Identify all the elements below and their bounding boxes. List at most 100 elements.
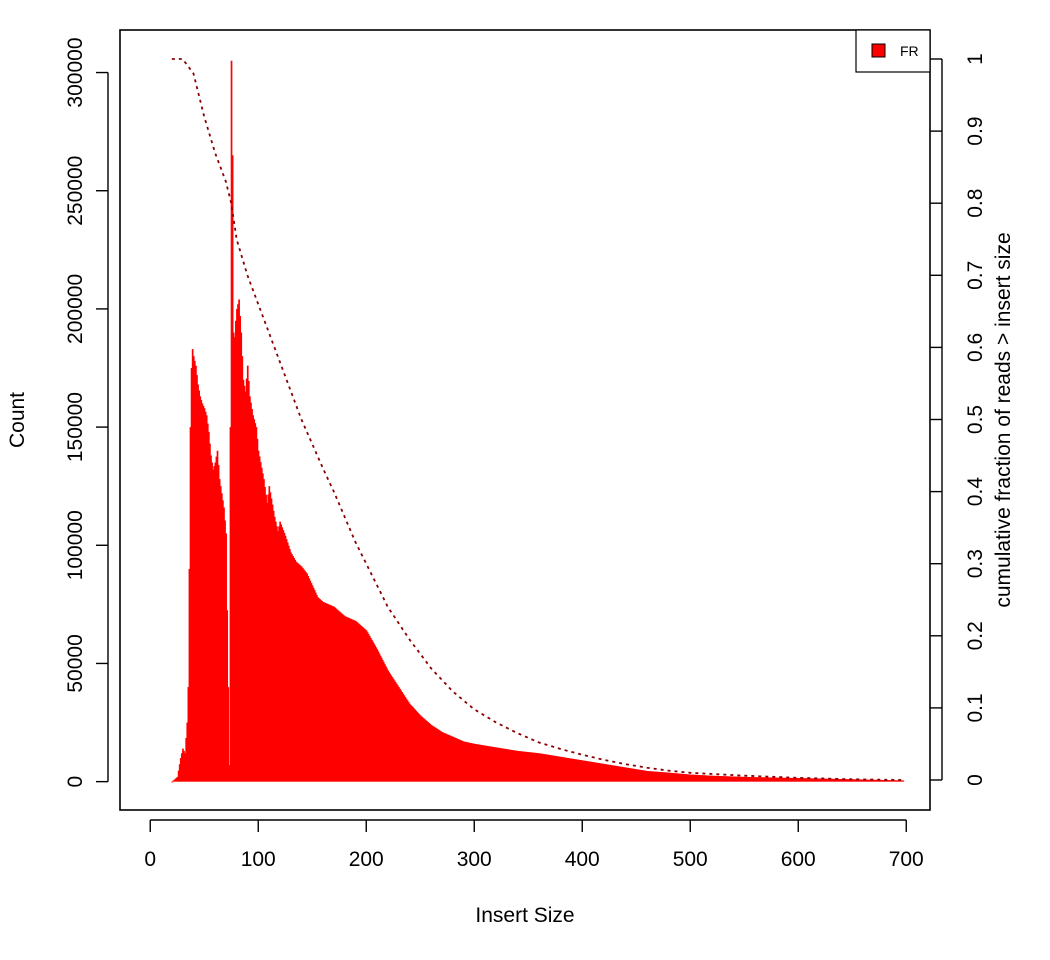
histogram-bar [243,385,246,782]
histogram-bar [652,771,655,782]
histogram-bar [713,775,716,782]
histogram-bar [745,776,748,782]
histogram-bar [327,604,330,782]
histogram-bar [347,617,350,782]
histogram-bar [719,776,722,782]
histogram-bar [727,776,730,782]
histogram-bar [438,729,440,782]
histogram-bar [266,502,269,782]
x-tick-label: 0 [144,848,156,871]
histogram-bar [866,779,869,782]
histogram-bar [765,777,767,782]
y-tick-label: 0 [64,776,87,788]
histogram-bar [309,580,312,782]
histogram-bar [296,562,299,782]
histogram-bar [475,744,478,782]
histogram-bar [560,756,562,782]
histogram-bar [556,756,559,782]
histogram-bar [705,775,708,782]
histogram-bar [824,778,827,782]
histogram-bar [520,751,522,782]
histogram-bar [875,779,878,782]
histogram-bar [415,710,418,782]
histogram-bar [273,516,276,782]
histogram-bar [391,677,394,782]
histogram-bar [646,771,649,782]
histogram-bar [542,753,545,782]
histogram-bar [763,777,765,782]
histogram-bar [295,561,298,782]
histogram-bar [682,773,684,782]
y2-tick-label: 1 [964,53,987,65]
histogram-bar [276,526,278,782]
histogram-bar [876,779,879,782]
histogram-bar [245,378,248,782]
histogram-bar [617,766,620,782]
histogram-bar [827,778,830,782]
histogram-bar [409,704,412,782]
y2-tick-label: 0.6 [964,333,987,362]
histogram-bar [465,741,467,782]
histogram-bar [441,732,443,782]
histogram-bar [901,780,904,782]
histogram-bar [709,775,711,782]
histogram-bar [328,604,331,782]
histogram-bar [462,741,465,782]
y-tick-label: 300000 [64,38,87,108]
histogram-bar [699,775,702,782]
histogram-bar [375,647,378,782]
histogram-bar [594,762,597,782]
histogram-bar [845,779,847,782]
histogram-bar [172,780,175,782]
histogram-bar [385,666,387,782]
histogram-bar [360,625,362,782]
histogram-bar [210,455,212,782]
histogram-bar [240,332,243,782]
histogram-bar [330,605,332,782]
histogram-bar [696,774,698,782]
histogram-bar [702,775,705,782]
histogram-bar [655,771,657,782]
histogram-bar [474,744,477,782]
histogram-bar [813,778,816,782]
histogram-bar [744,776,747,782]
histogram-bar [200,399,203,782]
histogram-bar [818,778,820,782]
histogram-bar [326,603,329,782]
histogram-bar [654,771,656,782]
histogram-bar [792,777,794,782]
legend: FR [855,29,931,73]
histogram-bar [873,779,875,782]
histogram-bar [454,737,456,782]
y-tick-label: 100000 [64,510,87,580]
histogram-bar [784,777,787,782]
histogram-bar [408,703,411,782]
histogram-bar [651,771,654,782]
histogram-bar [730,776,733,782]
histogram-bar [358,623,360,782]
histogram-bar [819,778,821,782]
histogram-bar [804,778,806,782]
histogram-bar [868,779,871,782]
histogram-bar [749,777,751,782]
x-tick-label: 100 [241,848,276,871]
histogram-bar [456,738,459,782]
histogram-bar [486,745,489,782]
histogram-bar [838,778,841,782]
histogram-bar [830,778,832,782]
histogram-bar [320,600,323,782]
histogram-bar [340,613,343,782]
histogram-bar [455,738,458,782]
histogram-bar [303,569,305,782]
histogram-bar [589,761,591,782]
histogram-bar [488,746,491,782]
histogram-bar [814,778,817,782]
histogram-bar [220,493,223,782]
histogram-bar [484,745,487,782]
y-axis-title: Count [6,392,29,448]
histogram-bar [615,765,617,782]
x-axis: 0 100 200 300 400 500 600 700 [144,819,924,871]
histogram-bar [592,762,595,782]
histogram-bar [473,743,476,782]
histogram-bar [703,775,706,782]
